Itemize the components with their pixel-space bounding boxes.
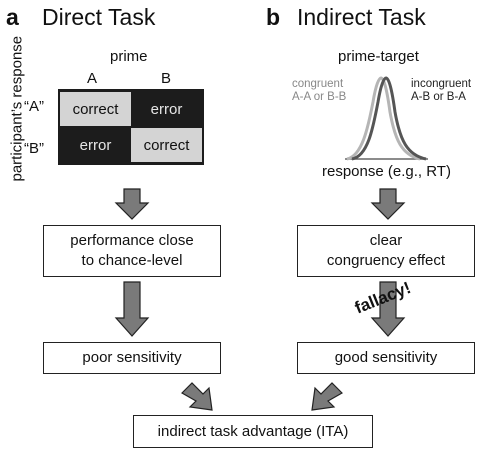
arrow-poor-to-ita (181, 382, 213, 411)
arrow-response-to-congruency (370, 188, 406, 220)
matrix-cell-bb: correct (131, 128, 202, 162)
congruent-label: congruent A-A or B-B (292, 78, 347, 103)
good-sensitivity-box: good sensitivity (297, 342, 475, 374)
row-label-a: “A” (24, 98, 44, 115)
arrow-good-to-ita (311, 382, 343, 411)
row-label-b: “B” (24, 140, 44, 157)
prime-header: prime (110, 48, 148, 65)
panel-b-letter: b (266, 4, 281, 30)
col-label-a: A (87, 70, 98, 87)
congruent-curve (346, 76, 421, 161)
matrix-cell-ab: error (131, 92, 202, 126)
col-label-b: B (161, 70, 172, 87)
matrix-cell-ba: error (60, 128, 131, 162)
panel-a-letter: a (6, 4, 19, 30)
performance-chance-box: performance close to chance-level (43, 225, 221, 277)
arrow-performance-to-poor (114, 281, 150, 337)
panel-a-title: Direct Task (42, 4, 156, 30)
incongruent-curve (351, 76, 427, 161)
matrix-cell-aa: correct (60, 92, 131, 126)
congruency-effect-box: clear congruency effect (297, 225, 475, 277)
response-matrix: correct error error correct (58, 89, 204, 165)
panel-b-title: Indirect Task (297, 4, 426, 30)
prime-target-label: prime-target (338, 48, 419, 65)
ita-box: indirect task advantage (ITA) (133, 415, 373, 448)
poor-sensitivity-box: poor sensitivity (43, 342, 221, 374)
incongruent-label: incongruent A-B or B-A (411, 78, 472, 103)
arrow-congruency-to-good (370, 281, 406, 337)
arrow-matrix-to-performance (114, 188, 150, 220)
response-rt-label: response (e.g., RT) (322, 163, 451, 180)
